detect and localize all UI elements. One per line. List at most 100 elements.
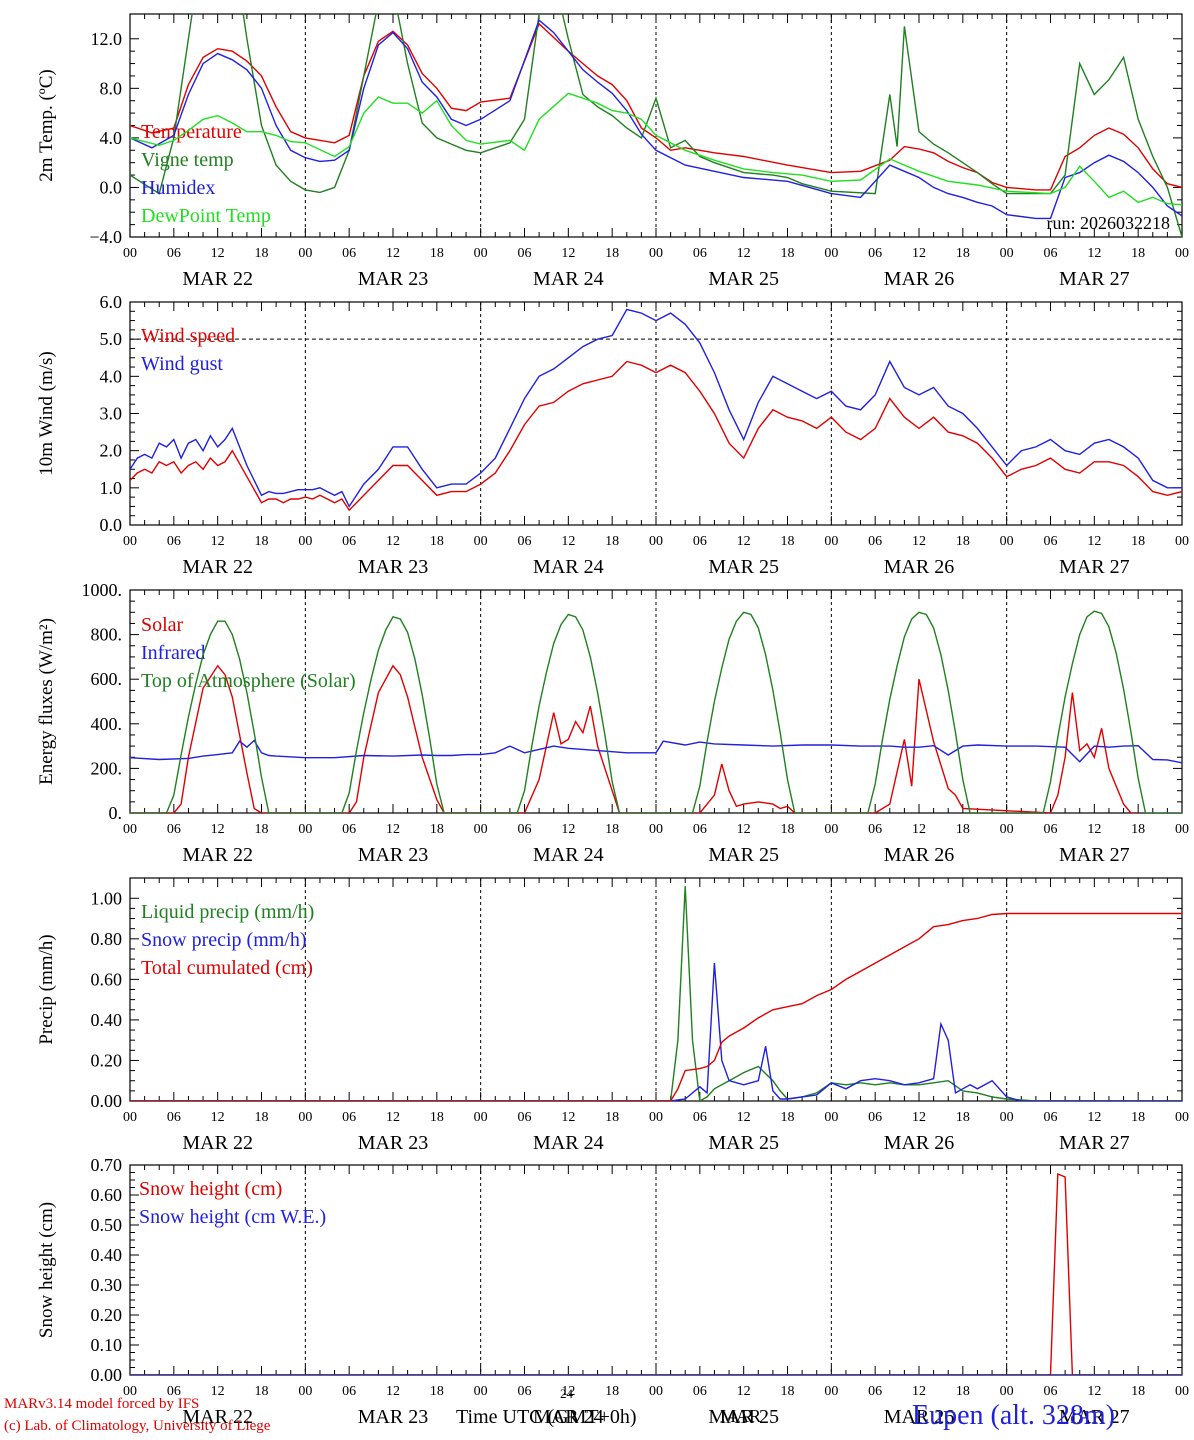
x-tick-label: 00	[298, 534, 312, 549]
legend-entry: Liquid precip (mm/h)	[141, 901, 314, 923]
x-tick-label: 18	[430, 822, 444, 837]
plot-frame	[129, 301, 1183, 526]
legend-entry: Snow height (cm W.E.)	[139, 1206, 326, 1228]
x-tick-label: 18	[605, 246, 619, 261]
day-label: MAR 26	[884, 268, 955, 290]
x-tick-label: 18	[1131, 1110, 1145, 1125]
x-tick-label: 00	[824, 822, 838, 837]
day-label: MAR 24	[533, 1406, 604, 1428]
y-tick-label: 0.20	[91, 1305, 123, 1325]
x-tick-label: 06	[518, 1110, 532, 1125]
y-tick-label: 3.0	[100, 404, 123, 424]
station-name: Eupen (alt. 328m)	[912, 1400, 1115, 1431]
series-line-temperature	[130, 22, 1182, 191]
x-tick-label: 00	[1175, 246, 1189, 261]
x-tick-label: 18	[255, 822, 269, 837]
y-axis-label: Energy fluxes (W/m²)	[36, 618, 57, 785]
y-tick-label: −4.0	[89, 227, 122, 247]
y-tick-label: 0.60	[91, 969, 123, 989]
y-axis-label: Snow height (cm)	[36, 1202, 57, 1338]
x-tick-label: 00	[649, 1110, 663, 1125]
x-tick-label: 18	[1131, 534, 1145, 549]
x-tick-label: 00	[1000, 246, 1014, 261]
x-tick-label: 00	[649, 246, 663, 261]
y-tick-label: 0.0	[100, 515, 123, 535]
y-tick-label: 0.70	[91, 1155, 123, 1175]
x-tick-label: 00	[298, 246, 312, 261]
x-tick-label: 00	[474, 534, 488, 549]
x-tick-label: 00	[1000, 822, 1014, 837]
y-tick-label: 0.20	[91, 1050, 123, 1070]
day-label: MAR 25	[708, 556, 779, 578]
x-tick-label: 18	[1131, 822, 1145, 837]
x-tick-label: 12	[561, 1110, 575, 1125]
x-tick-label: 12	[1087, 534, 1101, 549]
day-label: MAR 24	[533, 1132, 604, 1154]
y-tick-label: 0.0	[100, 177, 123, 197]
lab-credit: (c) Lab. of Climatology, University of L…	[4, 1418, 271, 1434]
y-tick-label: 0.50	[91, 1215, 123, 1235]
day-label: MAR 24	[533, 556, 604, 578]
x-tick-label: 06	[342, 1110, 356, 1125]
series-line-total-cumulated-cm-	[130, 912, 1182, 1101]
x-tick-label: 12	[737, 246, 751, 261]
x-tick-label: 12	[211, 1384, 225, 1399]
x-tick-label: 06	[868, 822, 882, 837]
y-tick-label: 4.0	[100, 128, 123, 148]
x-tick-label: 00	[298, 1384, 312, 1399]
x-tick-label: 18	[255, 246, 269, 261]
x-tick-label: 18	[781, 534, 795, 549]
y-tick-label: 600.	[91, 669, 123, 689]
x-tick-label: 06	[693, 822, 707, 837]
x-tick-label: 00	[1000, 1110, 1014, 1125]
day-label: MAR 22	[182, 1132, 253, 1154]
x-tick-label: 12	[912, 246, 926, 261]
legend-entry: Temperature	[141, 121, 242, 143]
x-tick-label: 00	[1000, 1384, 1014, 1399]
day-label: MAR 24	[533, 844, 604, 866]
x-tick-label: 00	[824, 246, 838, 261]
x-tick-label: 00	[1000, 534, 1014, 549]
series-line-solar	[130, 664, 1139, 813]
y-tick-label: 5.0	[100, 329, 123, 349]
day-label: MAR 25	[708, 844, 779, 866]
y-tick-label: 0.60	[91, 1185, 123, 1205]
x-tick-label: 18	[781, 1110, 795, 1125]
legend-entry: Wind gust	[141, 353, 223, 375]
x-tick-label: 00	[123, 246, 137, 261]
x-tick-label: 18	[605, 1384, 619, 1399]
series-line-dewpoint-temp	[130, 92, 1182, 206]
month-label: MAR	[720, 1406, 762, 1426]
day-label: MAR 23	[358, 1132, 429, 1154]
x-tick-label: 18	[605, 1110, 619, 1125]
x-tick-label: 12	[386, 822, 400, 837]
x-tick-label: 12	[386, 1384, 400, 1399]
legend-entry: Wind speed	[141, 325, 235, 347]
day-label: MAR 27	[1059, 1132, 1130, 1154]
x-tick-label: 00	[474, 1384, 488, 1399]
x-tick-label: 12	[737, 534, 751, 549]
x-tick-label: 12	[1087, 1384, 1101, 1399]
x-tick-label: 12	[211, 1110, 225, 1125]
x-tick-label: 06	[693, 1384, 707, 1399]
series-line-liquid-precip-mm-h-	[130, 886, 1182, 1101]
x-tick-label: 00	[824, 1384, 838, 1399]
day-label: MAR 27	[1059, 268, 1130, 290]
y-tick-label: 6.0	[100, 292, 123, 312]
y-tick-label: 1.0	[100, 478, 123, 498]
x-tick-label: 12	[561, 246, 575, 261]
x-tick-label: 12	[912, 1384, 926, 1399]
day-label: MAR 26	[884, 556, 955, 578]
x-tick-label: 18	[956, 246, 970, 261]
plot-frame	[129, 589, 1183, 814]
x-tick-label: 18	[430, 534, 444, 549]
x-tick-label: 06	[868, 1384, 882, 1399]
x-tick-label: 18	[605, 534, 619, 549]
y-tick-label: 0.	[109, 803, 123, 823]
x-tick-label: 12	[1087, 1110, 1101, 1125]
x-tick-label: 00	[1175, 534, 1189, 549]
x-tick-label: 06	[693, 1110, 707, 1125]
x-tick-label: 18	[956, 1384, 970, 1399]
day-label: 24	[560, 1386, 573, 1401]
day-label: MAR 23	[358, 556, 429, 578]
